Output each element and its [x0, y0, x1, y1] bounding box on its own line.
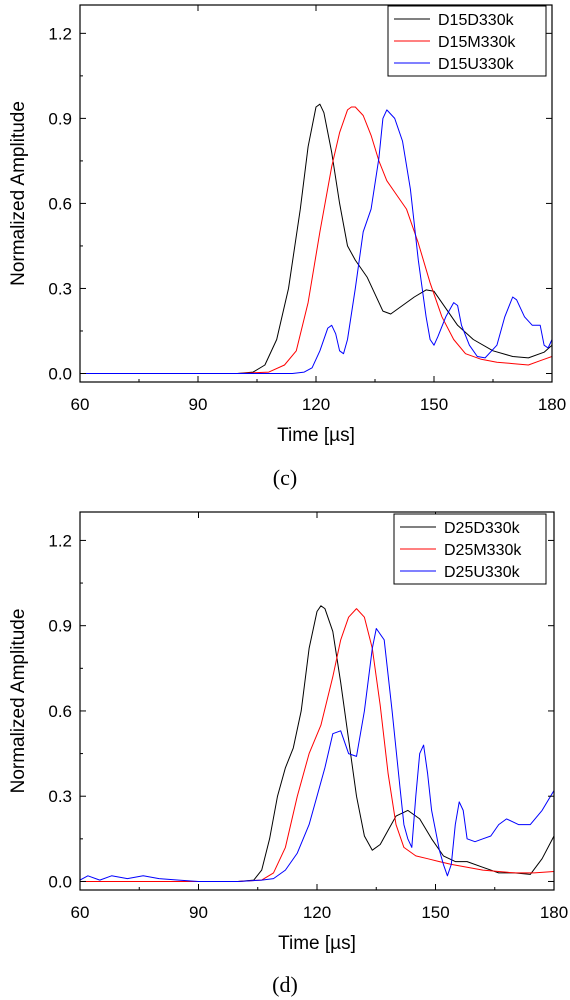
chart-panel-1: 60 90 120 150 180 0.0 0.3 0.6 0.9 1.2 Time [µs] Nor…: [8, 4, 566, 490]
panel-label: (c): [273, 465, 297, 490]
x-tick-label: 90: [189, 395, 208, 414]
y-tick-label: 0.6: [48, 194, 72, 213]
x-tick-label: 60: [71, 903, 90, 922]
y-tick-label: 1.2: [48, 531, 72, 550]
x-tick-label: 150: [420, 395, 448, 414]
series-line-D15M330k: [80, 106, 552, 374]
y-tick-label: 0.6: [48, 702, 72, 721]
y-tick-label: 1.2: [48, 24, 72, 43]
legend-entry: D25U330k: [444, 564, 521, 581]
y-tick-label: 0.9: [48, 109, 72, 128]
y-tick-label: 0.0: [48, 872, 72, 891]
x-axis-title: Time [µs]: [278, 933, 356, 954]
legend: D25D330k D25M330k D25U330k: [393, 513, 547, 585]
chart-panel-2: 60 90 120 150 180 0.0 0.3 0.6 0.9 1.2 Time [µs] Nor…: [8, 511, 568, 997]
panel-label: (d): [272, 972, 298, 997]
series-line-D25U330k: [80, 628, 554, 882]
x-axis-title: Time [µs]: [277, 425, 355, 446]
y-tick-label: 0.3: [48, 787, 72, 806]
y-axis-title: Normalized Amplitude: [8, 101, 29, 286]
legend-entry: D15M330k: [438, 34, 516, 51]
x-tick-label: 180: [540, 903, 568, 922]
x-tick-label: 180: [538, 395, 566, 414]
series-line-D25M330k: [80, 608, 554, 882]
x-tick-label: 120: [303, 903, 331, 922]
x-tick-label: 150: [421, 903, 449, 922]
legend-entry: D15D330k: [438, 12, 515, 29]
y-tick-label: 0.9: [48, 617, 72, 636]
legend-entry: D25D330k: [444, 520, 521, 537]
x-tick-label: 120: [302, 395, 330, 414]
y-tick-label: 0.0: [48, 364, 72, 383]
legend-entry: D25M330k: [444, 542, 522, 559]
legend: D15D330k D15M330k D15U330k: [387, 5, 547, 77]
x-tick-label: 90: [189, 903, 208, 922]
series-line-D15U330k: [80, 109, 552, 374]
series-line-D15D330k: [80, 103, 552, 374]
series-line-D25D330k: [80, 605, 554, 882]
y-tick-label: 0.3: [48, 279, 72, 298]
x-tick-label: 60: [71, 395, 90, 414]
legend-entry: D15U330k: [438, 56, 515, 73]
y-axis-title: Normalized Amplitude: [8, 609, 29, 794]
